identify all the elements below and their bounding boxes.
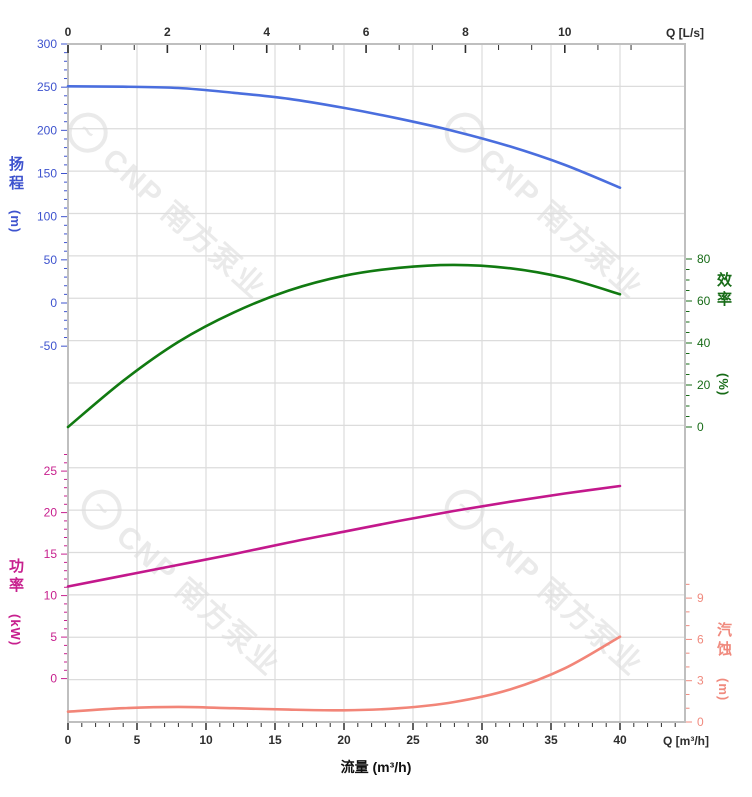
curve-efficiency — [66, 263, 622, 429]
svg-text:20: 20 — [337, 733, 351, 747]
svg-text:2: 2 — [164, 25, 171, 39]
gridlines — [68, 44, 685, 722]
svg-text:20: 20 — [44, 506, 58, 520]
x-top-ticks — [67, 45, 632, 53]
npsh-axis-name: 汽蚀 — [715, 622, 732, 660]
svg-text:3: 3 — [697, 674, 704, 688]
svg-text:0: 0 — [65, 733, 72, 747]
svg-text:30: 30 — [475, 733, 489, 747]
svg-text:4: 4 — [263, 25, 270, 39]
efficiency-axis: 80 60 40 20 0 — [686, 252, 711, 434]
head-axis-unit: (m) — [8, 210, 23, 234]
svg-text:5: 5 — [50, 630, 57, 644]
svg-text:10: 10 — [44, 589, 58, 603]
svg-text:15: 15 — [44, 547, 58, 561]
curve-power — [66, 484, 622, 588]
x-axis-title: 流量 (m³/h) — [340, 759, 412, 775]
efficiency-axis-title: 效率 (%) — [715, 272, 732, 397]
head-axis-name: 扬程 — [7, 156, 24, 194]
svg-text:0: 0 — [50, 672, 57, 686]
svg-text:0: 0 — [50, 296, 57, 310]
svg-text:0: 0 — [697, 420, 704, 434]
svg-text:6: 6 — [363, 25, 370, 39]
svg-text:-50: -50 — [40, 339, 58, 353]
svg-text:200: 200 — [37, 123, 57, 137]
svg-text:25: 25 — [44, 464, 58, 478]
x-bottom-labels: 0 5 10 15 20 25 30 35 40 — [65, 733, 627, 747]
power-axis-title: 功率 (kW) — [7, 558, 24, 647]
npsh-axis: 9 6 3 0 — [686, 583, 704, 729]
curve-npsh — [66, 635, 622, 713]
svg-text:35: 35 — [544, 733, 558, 747]
svg-text:8: 8 — [462, 25, 469, 39]
svg-text:6: 6 — [697, 632, 704, 646]
svg-text:40: 40 — [613, 733, 627, 747]
head-axis: 300 250 200 150 100 50 0 -50 — [37, 37, 67, 353]
x-top-labels: 0 2 4 6 8 10 — [65, 25, 572, 39]
svg-text:100: 100 — [37, 210, 57, 224]
svg-text:10: 10 — [199, 733, 213, 747]
svg-text:80: 80 — [697, 252, 711, 266]
svg-text:9: 9 — [697, 591, 704, 605]
power-axis: 25 20 15 10 5 0 — [44, 454, 67, 686]
svg-text:10: 10 — [558, 25, 572, 39]
x-bottom-unit-label: Q [m³/h] — [663, 734, 709, 748]
svg-text:250: 250 — [37, 80, 57, 94]
efficiency-axis-name: 效率 — [715, 272, 732, 310]
curve-head — [66, 85, 622, 189]
svg-text:15: 15 — [268, 733, 282, 747]
power-axis-unit: (kW) — [8, 614, 23, 647]
head-axis-title: 扬程 (m) — [7, 156, 24, 234]
x-bottom-ticks — [67, 723, 676, 730]
power-axis-name: 功率 — [7, 558, 24, 596]
svg-text:0: 0 — [65, 25, 72, 39]
npsh-axis-title: 汽蚀 (m) — [715, 622, 732, 702]
x-top-unit-label: Q [L/s] — [666, 26, 704, 40]
svg-text:300: 300 — [37, 37, 57, 51]
npsh-axis-unit: (m) — [716, 678, 731, 702]
plot-border — [67, 43, 686, 723]
svg-text:150: 150 — [37, 167, 57, 181]
efficiency-axis-unit: (%) — [716, 373, 731, 397]
svg-text:40: 40 — [697, 336, 711, 350]
svg-text:60: 60 — [697, 294, 711, 308]
svg-text:0: 0 — [697, 715, 704, 729]
svg-text:50: 50 — [44, 253, 58, 267]
svg-text:20: 20 — [697, 378, 711, 392]
svg-text:25: 25 — [406, 733, 420, 747]
svg-text:5: 5 — [134, 733, 141, 747]
